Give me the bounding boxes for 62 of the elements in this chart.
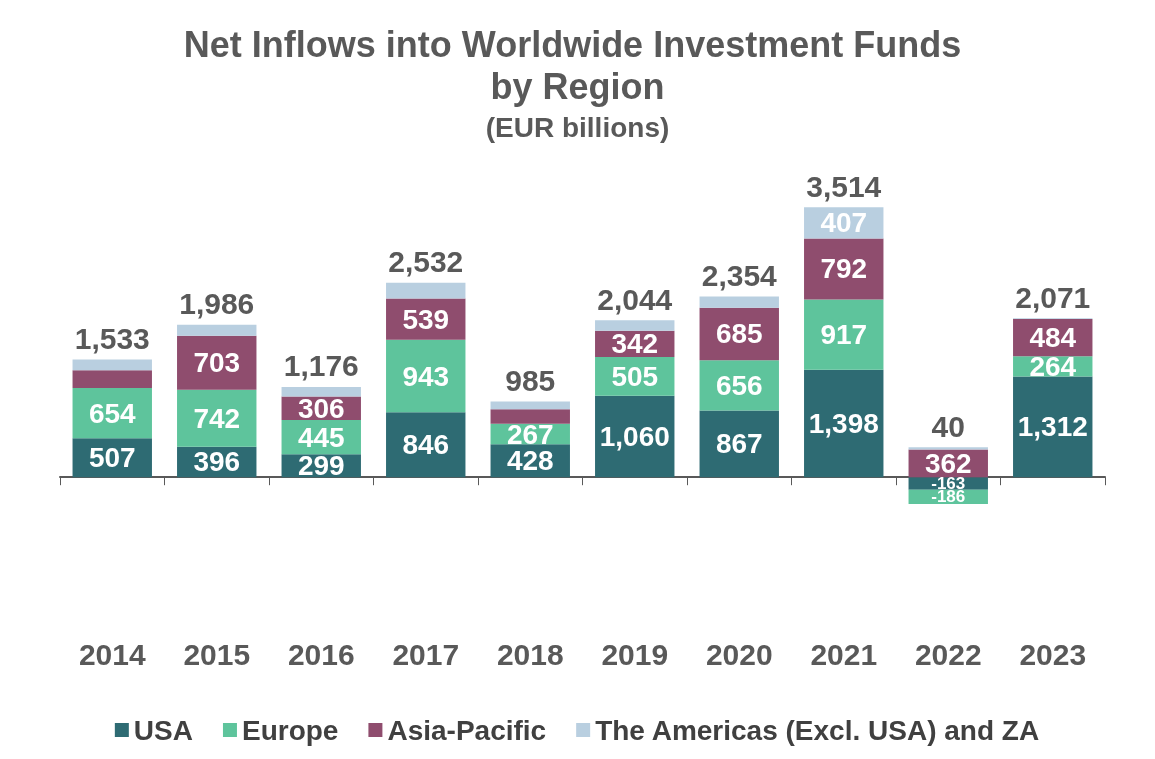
bar bbox=[72, 370, 152, 389]
bar bbox=[72, 359, 152, 371]
data-label: 742 bbox=[193, 402, 241, 434]
data-label: 306 bbox=[297, 392, 345, 424]
data-label: 299 bbox=[297, 450, 345, 482]
data-label: 1,398 bbox=[808, 408, 879, 440]
data-label: 846 bbox=[402, 429, 450, 461]
data-label: 685 bbox=[715, 318, 763, 350]
bar bbox=[595, 320, 675, 331]
legend-label: The Americas (Excl. USA) and ZA bbox=[595, 714, 1040, 746]
bar bbox=[699, 296, 779, 308]
data-label: 792 bbox=[820, 253, 868, 285]
x-tick-label: 2023 bbox=[1019, 637, 1087, 671]
x-tick-label: 2014 bbox=[78, 637, 146, 671]
bar bbox=[386, 282, 466, 299]
data-label: 917 bbox=[820, 319, 868, 351]
data-label: 407 bbox=[820, 207, 868, 239]
data-label: 656 bbox=[715, 369, 763, 401]
legend-label: Europe bbox=[241, 714, 339, 746]
x-tick-label: 2016 bbox=[287, 637, 355, 671]
x-tick-label: 2019 bbox=[601, 637, 669, 671]
data-label: 396 bbox=[193, 446, 241, 478]
bar bbox=[490, 401, 570, 410]
data-label: 1,312 bbox=[1017, 411, 1088, 443]
legend-label: USA bbox=[133, 714, 193, 746]
data-label: 943 bbox=[402, 360, 450, 392]
x-tick-label: 2022 bbox=[914, 637, 982, 671]
total-label: 40 bbox=[931, 409, 965, 443]
total-label: 2,071 bbox=[1015, 280, 1091, 314]
chart-subtitle: (EUR billions) bbox=[485, 111, 670, 143]
data-label: 867 bbox=[715, 428, 763, 460]
data-label: 342 bbox=[611, 328, 659, 360]
bar bbox=[177, 324, 257, 336]
data-label: 654 bbox=[88, 397, 137, 429]
bar bbox=[804, 369, 884, 478]
x-tick-label: 2017 bbox=[392, 637, 460, 671]
chart-title: Net Inflows into Worldwide Investment Funds by Region bbox=[183, 23, 972, 107]
data-label: 445 bbox=[297, 421, 345, 453]
data-label: 539 bbox=[402, 303, 450, 335]
total-label: 1,533 bbox=[74, 321, 150, 355]
data-label: 1,060 bbox=[599, 421, 670, 452]
total-label: 2,044 bbox=[597, 282, 673, 316]
bar bbox=[490, 409, 570, 424]
data-label: 703 bbox=[193, 347, 241, 379]
total-label: 985 bbox=[505, 364, 556, 398]
x-tick-label: 2015 bbox=[183, 637, 251, 671]
total-label: 1,986 bbox=[179, 287, 255, 321]
x-tick-label: 2018 bbox=[496, 637, 564, 671]
bar bbox=[1013, 376, 1093, 478]
bar bbox=[908, 447, 988, 450]
x-tick-label: 2021 bbox=[810, 637, 878, 671]
bar bbox=[804, 299, 884, 370]
data-label: 505 bbox=[611, 360, 659, 392]
total-label: 2,354 bbox=[701, 258, 778, 292]
total-label: 1,176 bbox=[283, 349, 359, 383]
legend-label: Asia-Pacific bbox=[387, 714, 547, 746]
total-label: 2,532 bbox=[388, 245, 464, 279]
bar bbox=[386, 339, 466, 413]
data-label: 507 bbox=[88, 442, 136, 474]
total-label: 3,514 bbox=[806, 169, 882, 203]
x-tick-label: 2020 bbox=[705, 637, 773, 671]
bar bbox=[281, 386, 361, 397]
